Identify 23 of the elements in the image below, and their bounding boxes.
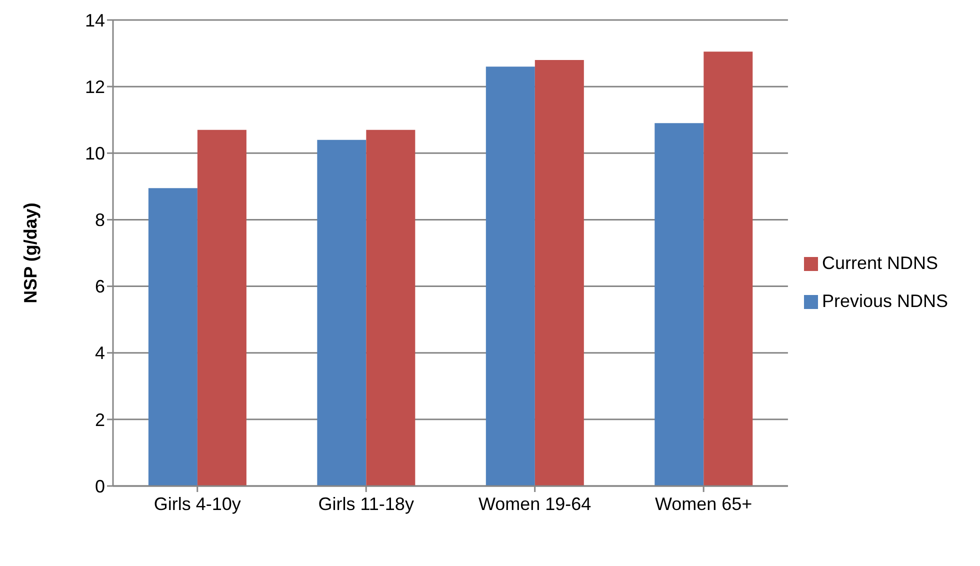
y-axis-title: NSP (g/day) — [20, 202, 40, 304]
legend-label: Previous NDNS — [822, 291, 948, 311]
bar — [654, 123, 704, 486]
y-tick-label: 4 — [94, 343, 105, 364]
y-tick-label: 2 — [94, 410, 105, 430]
y-tick-label: 0 — [94, 476, 105, 496]
x-tick-label: Girls 11-18y — [318, 494, 414, 514]
bar — [366, 130, 416, 486]
bar — [317, 140, 366, 486]
bar — [197, 130, 246, 486]
bar — [148, 188, 198, 486]
x-tick-label: Women 65+ — [654, 494, 752, 514]
bar — [486, 66, 535, 486]
y-tick-label: 6 — [94, 276, 105, 297]
bar — [534, 60, 584, 486]
y-tick-label: 14 — [84, 10, 105, 30]
y-tick-label: 8 — [94, 210, 105, 230]
x-tick-label: Women 19-64 — [478, 494, 592, 514]
y-tick-label: 10 — [84, 144, 105, 164]
y-tick-label: 12 — [84, 76, 105, 97]
bar — [704, 52, 753, 486]
x-tick-label: Girls 4-10y — [154, 494, 241, 514]
legend-label: Current NDNS — [822, 253, 938, 273]
